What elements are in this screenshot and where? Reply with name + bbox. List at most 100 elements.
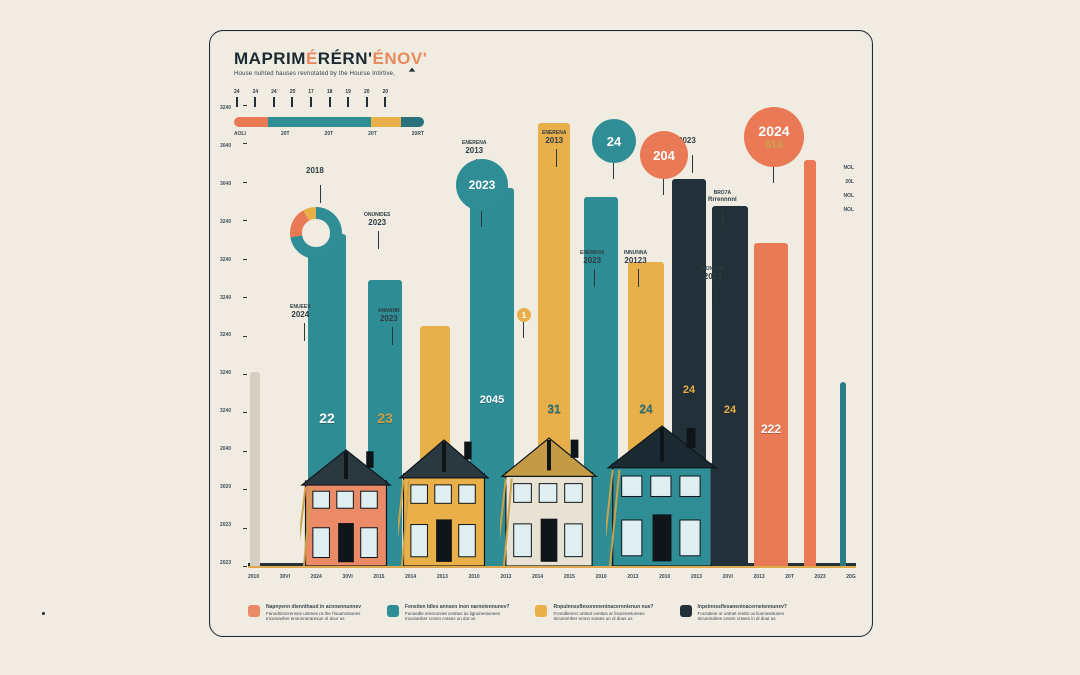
callout: 2018: [306, 167, 324, 176]
leader-line: [556, 149, 557, 167]
bar-value: 31: [547, 402, 560, 416]
side-label: 20L: [845, 179, 854, 185]
x-tick-label: 20T: [785, 574, 794, 580]
leader-line: [320, 185, 321, 203]
y-tick: [243, 297, 247, 298]
title-part-a: MAPRIM: [234, 49, 306, 68]
bubble-leader: [481, 211, 482, 227]
bar-value: 23: [377, 410, 393, 426]
side-label: NOL: [843, 165, 854, 171]
legend-group: Napnyenn diennthaud in acnnennunnevFanod…: [248, 604, 361, 623]
data-bubble: 24: [592, 119, 636, 163]
side-label: NOL: [843, 207, 854, 213]
callout: INNUNNA20123: [624, 251, 647, 265]
roof-icon: [408, 61, 416, 69]
callout: BRO7ARrrennnnl: [708, 191, 737, 203]
y-tick-label: 3240: [220, 219, 244, 225]
house-illustration: [500, 436, 598, 566]
y-tick: [243, 336, 247, 337]
house-illustration: [300, 448, 392, 566]
bubble-leader: [523, 322, 524, 338]
leader-line: [722, 209, 723, 227]
bar: [250, 372, 260, 566]
data-bubble: 204: [640, 131, 688, 179]
x-tick-label: 2013: [691, 574, 702, 580]
callout: ENERENA2023: [580, 251, 604, 265]
donut-chart: [290, 207, 342, 259]
bar: 222: [754, 243, 788, 566]
legend-swatch: [680, 605, 692, 617]
legend-group: Inpeinnssflesaneninacernetennunev?Focnde…: [680, 604, 787, 623]
x-tick-label: 2010: [469, 574, 480, 580]
x-axis-ticks: 201030VI202430VI201520142013201020132014…: [248, 574, 856, 580]
y-tick-label: 3240: [220, 332, 244, 338]
bubble-leader: [663, 179, 664, 195]
x-tick-label: 2013: [754, 574, 765, 580]
y-axis: 3240304030403240324032403240324032402040…: [220, 105, 244, 566]
title-part-b: É: [306, 49, 318, 68]
y-tick: [243, 374, 247, 375]
data-bubble: 1: [517, 308, 531, 322]
bar-value: 24: [639, 402, 652, 416]
legend-text: Napnyenn diennthaud in acnnennunnevFanod…: [266, 604, 361, 623]
legend-text: Inpeinnssflesaneninacernetennunev?Focnde…: [698, 604, 787, 623]
y-tick-label: 2040: [220, 446, 244, 452]
y-tick: [243, 105, 247, 106]
legend-group: Fensiten Idles annsen inon narnetennunev…: [387, 604, 509, 623]
x-tick-label: 2014: [405, 574, 416, 580]
y-tick-label: 2023: [220, 560, 244, 566]
title-block: MAPRIMÉRÉRN'ÉNOV' House nuhted hauses re…: [234, 49, 427, 77]
y-tick: [243, 451, 247, 452]
data-bubble: 2023: [456, 159, 508, 211]
x-tick-label: 30VI: [280, 574, 290, 580]
page-subtitle: House nuhted hauses revnotated by the Ho…: [234, 71, 427, 77]
y-tick: [243, 566, 247, 567]
y-tick: [243, 143, 247, 144]
y-tick: [243, 182, 247, 183]
footer-legend: Napnyenn diennthaud in acnnennunnevFanod…: [248, 604, 856, 623]
leader-line: [716, 285, 717, 303]
bar-value: 24: [724, 404, 736, 416]
bubble-leader: [773, 167, 774, 183]
leader-line: [304, 323, 305, 341]
y-tick-label: 3040: [220, 181, 244, 187]
y-tick-label: 3240: [220, 295, 244, 301]
x-tick-label: 2013: [437, 574, 448, 580]
legend-group: Rnpulnnssflesonnneninacernnlenun nue?Fcn…: [535, 604, 653, 623]
x-tick-label: 2010: [596, 574, 607, 580]
y-tick-label: 3240: [220, 370, 244, 376]
callout: ONUNIDES2023: [364, 213, 390, 227]
y-tick-label: 3020: [220, 484, 244, 490]
y-tick-label: 3240: [220, 105, 244, 111]
y-tick: [243, 412, 247, 413]
x-tick-label: 2023: [815, 574, 826, 580]
y-tick: [243, 220, 247, 221]
stray-dot: [42, 612, 45, 615]
callout: ENERENA2013: [462, 141, 486, 155]
house-illustration: [606, 424, 718, 566]
x-tick-label: 2010: [248, 574, 259, 580]
bubble-leader: [613, 163, 614, 179]
chart-area: 22232472045312424242222018ENUEES2024ONUN…: [248, 105, 856, 566]
x-tick-label: 2015: [564, 574, 575, 580]
legend-swatch: [387, 605, 399, 617]
callout: ENERENA2013: [542, 131, 566, 145]
x-tick-label: 2015: [373, 574, 384, 580]
bar: [840, 382, 846, 566]
bar-value: 2045: [480, 394, 504, 406]
data-bubble: 2024614: [744, 107, 804, 167]
infographic-card: MAPRIMÉRÉRN'ÉNOV' House nuhted hauses re…: [209, 30, 873, 637]
legend-text: Rnpulnnssflesonnneninacernnlenun nue?Fcn…: [553, 604, 653, 623]
title-part-c: RÉRN': [318, 49, 373, 68]
title-part-d: ÉNOV': [373, 49, 428, 68]
x-tick-label: 20VI: [723, 574, 733, 580]
y-tick-label: 3240: [220, 257, 244, 263]
leader-line: [692, 155, 693, 173]
y-tick-label: 2023: [220, 522, 244, 528]
x-tick-label: 2014: [532, 574, 543, 580]
house-illustration: [398, 438, 490, 566]
x-tick-label: 20G: [846, 574, 855, 580]
x-tick-label: 2013: [627, 574, 638, 580]
x-tick-label: 30VI: [342, 574, 352, 580]
x-tick-label: 2010: [659, 574, 670, 580]
